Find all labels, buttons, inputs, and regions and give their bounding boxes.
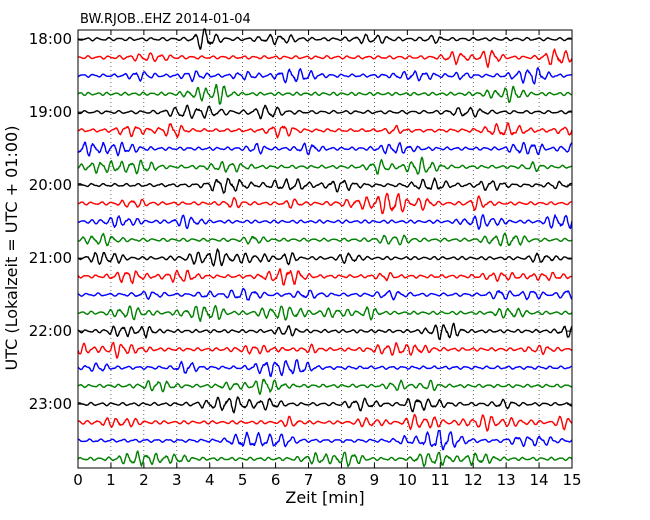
axis-ticks xyxy=(77,30,573,468)
y-tick-label: 21:00 xyxy=(29,249,72,267)
seismic-trace xyxy=(77,268,573,286)
y-tick-label: 19:00 xyxy=(29,103,72,121)
y-tick-label: 22:00 xyxy=(29,322,72,340)
x-tick-label: 3 xyxy=(172,471,182,489)
y-tick-labels: 18:00 19:00 20:00 21:00 22:00 23:00 xyxy=(29,30,72,413)
seismic-trace xyxy=(77,28,573,50)
seismic-trace xyxy=(77,214,573,230)
x-tick-label: 6 xyxy=(271,471,281,489)
y-tick-label: 23:00 xyxy=(29,395,72,413)
traces xyxy=(77,28,573,468)
x-tick-label: 4 xyxy=(205,471,215,489)
seismic-trace xyxy=(77,287,573,301)
x-tick-label: 15 xyxy=(562,471,581,489)
seismic-trace xyxy=(77,83,573,105)
x-tick-label: 8 xyxy=(337,471,347,489)
x-tick-label: 2 xyxy=(139,471,149,489)
chart-title: BW.RJOB..EHZ 2014-01-04 xyxy=(80,12,251,27)
seismic-trace xyxy=(77,396,573,414)
x-tick-label: 10 xyxy=(398,471,417,489)
x-tick-label: 12 xyxy=(464,471,483,489)
x-tick-label: 13 xyxy=(497,471,516,489)
x-tick-label: 5 xyxy=(238,471,248,489)
x-tick-label: 1 xyxy=(106,471,116,489)
seismic-trace xyxy=(77,304,573,322)
y-tick-label: 18:00 xyxy=(29,30,72,48)
seismic-trace xyxy=(77,177,573,194)
seismic-trace xyxy=(77,156,573,175)
seismic-trace xyxy=(77,232,573,247)
x-tick-label: 9 xyxy=(370,471,380,489)
x-tick-label: 0 xyxy=(73,471,83,489)
y-axis-label: UTC (Lokalzeit = UTC + 01:00) xyxy=(2,126,21,371)
plot-frame xyxy=(77,29,573,469)
seismic-trace xyxy=(77,413,573,432)
seismic-trace xyxy=(77,359,573,378)
x-tick-label: 11 xyxy=(431,471,450,489)
seismic-trace xyxy=(77,322,573,341)
seismic-trace xyxy=(77,450,573,468)
seismic-trace xyxy=(77,248,573,267)
y-tick-label: 20:00 xyxy=(29,176,72,194)
seismic-trace xyxy=(77,67,573,85)
seismic-trace xyxy=(77,141,573,157)
x-tick-label: 7 xyxy=(304,471,314,489)
seismic-trace xyxy=(77,104,573,120)
seismic-trace xyxy=(77,48,573,68)
seismic-trace xyxy=(77,378,573,396)
seismic-trace xyxy=(77,341,573,359)
seismic-trace xyxy=(77,429,573,451)
seismic-trace xyxy=(77,192,573,215)
x-tick-labels: 0 1 2 3 4 5 6 7 8 9 10 11 12 13 14 15 xyxy=(73,471,581,489)
x-axis-label: Zeit [min] xyxy=(285,488,364,507)
x-tick-label: 14 xyxy=(530,471,549,489)
seismic-trace xyxy=(77,122,573,139)
